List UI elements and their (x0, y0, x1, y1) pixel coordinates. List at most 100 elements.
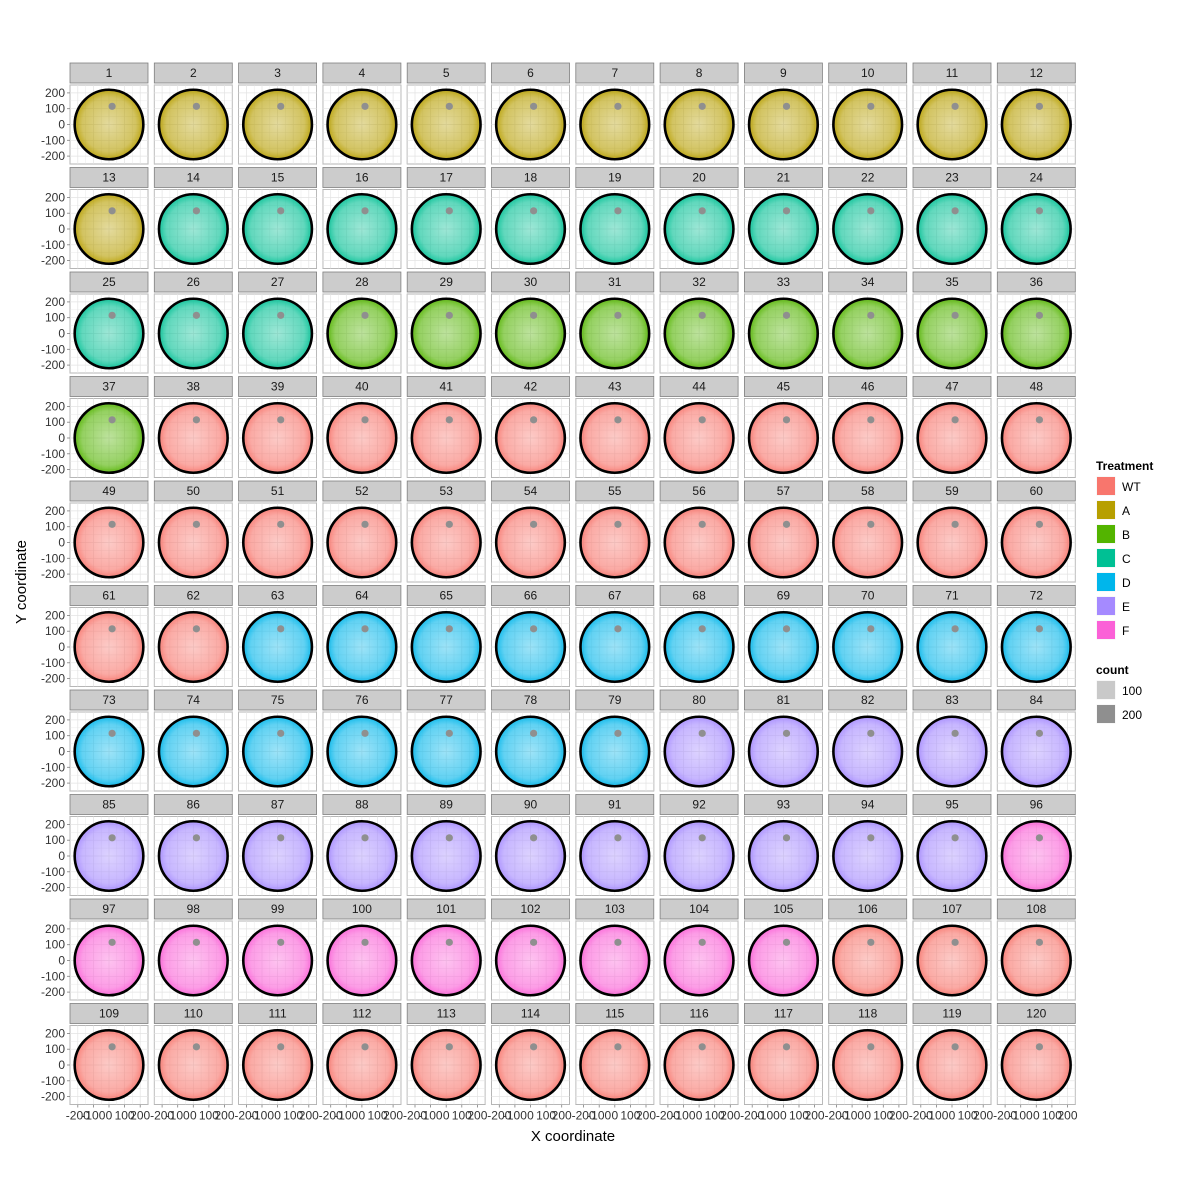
facet-panel: 17 (406, 167, 486, 269)
facet-strip (238, 794, 318, 815)
facet-panel: 115 (575, 1003, 655, 1105)
facet-label: 36 (1030, 275, 1044, 289)
facet-label: 89 (440, 798, 454, 812)
trajectory-density (917, 716, 987, 787)
x-tick-label: -200 (319, 1109, 343, 1123)
trajectory-density (833, 298, 903, 369)
facet-strip (828, 271, 908, 293)
facet-label: 61 (102, 589, 116, 603)
target-marker (951, 1043, 959, 1051)
target-marker (108, 625, 116, 633)
arena-boundary (73, 610, 145, 684)
facet-label: 115 (605, 1007, 624, 1021)
trajectory-density (749, 298, 818, 369)
facet-label: 11 (946, 66, 959, 80)
target-marker (277, 311, 285, 319)
y-tick-label: 100 (45, 415, 65, 429)
facet-strip (322, 376, 402, 397)
facet-strip (828, 167, 908, 188)
facet-panel: 28 (322, 271, 402, 374)
target-marker (614, 311, 622, 319)
facet-strip (828, 585, 908, 606)
facet-label: 119 (942, 1007, 961, 1021)
facet-strip (406, 376, 486, 397)
facet-strip (406, 271, 486, 293)
facet-panel: 61 (69, 585, 149, 687)
arena-boundary (579, 924, 651, 997)
y-tick-label: 0 (58, 536, 65, 550)
y-tick-label: -200 (41, 463, 65, 477)
arena-boundary (326, 297, 398, 370)
facet-label: 14 (187, 171, 201, 185)
facet-panel: 119 (912, 1003, 992, 1105)
arena-boundary (157, 88, 229, 161)
target-marker (108, 938, 116, 946)
target-marker (530, 311, 538, 319)
trajectory-density (158, 1030, 228, 1100)
arena-boundary (916, 610, 988, 684)
arena-boundary (157, 1028, 229, 1102)
facet-label: 90 (524, 798, 538, 812)
facet-strip (153, 1003, 233, 1024)
target-marker (192, 102, 201, 110)
facet-panel: 30 (491, 271, 570, 374)
trajectory-density (664, 298, 734, 369)
trajectory-density (243, 716, 312, 787)
facet-label: 5 (443, 66, 450, 80)
trajectory-density (580, 716, 650, 787)
facet-strip (153, 62, 233, 84)
target-marker (530, 207, 538, 215)
facet-strip (491, 585, 570, 606)
facet-label: 16 (355, 171, 369, 185)
facet-strip (406, 898, 486, 920)
facet-label: 112 (352, 1007, 371, 1021)
facet-panel: 41 (406, 376, 486, 478)
facet-panel: 77 (406, 689, 486, 792)
trajectory-density (158, 925, 228, 996)
target-marker (951, 834, 959, 842)
facet-strip (322, 585, 402, 606)
trajectory-density (411, 194, 481, 264)
facet-panel: 110 (153, 1003, 233, 1105)
x-tick-label: -200 (572, 1109, 596, 1123)
facet-strip (575, 167, 655, 188)
arena-boundary (579, 297, 651, 370)
target-marker (782, 311, 791, 319)
facet-label: 60 (1030, 484, 1044, 498)
arena-boundary (747, 88, 820, 161)
facet-strip (406, 62, 486, 84)
target-marker (951, 520, 959, 528)
y-tick-label: -200 (41, 776, 65, 790)
facet-strip (744, 376, 823, 397)
trajectory-density (833, 403, 903, 473)
target-marker (277, 416, 285, 424)
arena-boundary (410, 610, 482, 684)
facet-strip (659, 62, 739, 84)
trajectory-density (158, 298, 228, 369)
target-marker (530, 834, 538, 842)
facet-label: 99 (271, 902, 285, 916)
facet-panel: 35 (912, 271, 992, 374)
facet-strip (912, 585, 992, 606)
facet-strip (912, 480, 992, 502)
arena-boundary (241, 192, 314, 266)
arena-boundary (157, 715, 229, 788)
facet-strip (322, 794, 402, 815)
facet-panel: 44 (659, 376, 739, 478)
arena-boundary (494, 1028, 567, 1102)
facet-panel: 84 (996, 689, 1076, 792)
arena-boundary (1000, 819, 1072, 893)
facet-label: 58 (861, 484, 875, 498)
target-marker (782, 102, 791, 110)
trajectory-density (243, 298, 312, 369)
trajectory-density (1001, 403, 1071, 473)
facet-panel: 7 (575, 62, 655, 165)
facet-label: 42 (524, 380, 538, 394)
target-marker (698, 520, 706, 528)
arena-boundary (410, 506, 482, 579)
facet-panel: 16 (322, 167, 402, 269)
x-tick-label: 0 (864, 1109, 871, 1123)
arena-boundary (916, 192, 988, 266)
facet-label: 10 (861, 66, 875, 80)
